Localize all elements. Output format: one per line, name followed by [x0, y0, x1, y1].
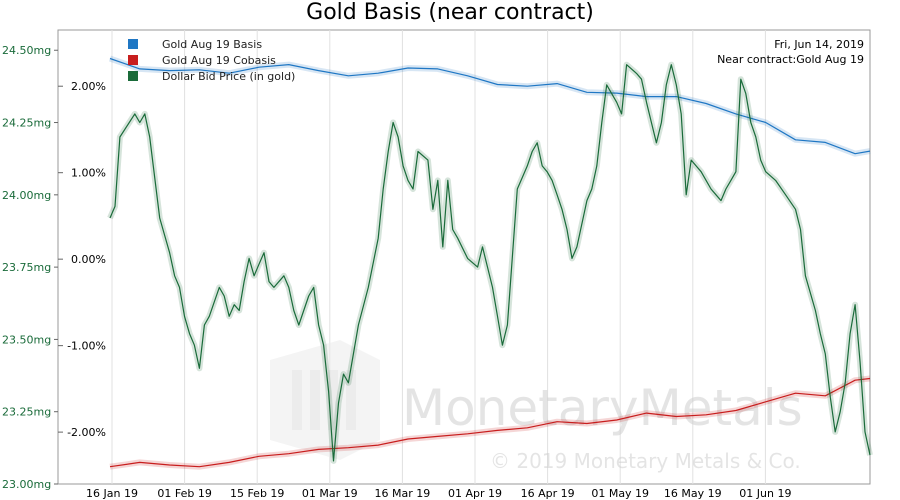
legend-swatch-basis	[128, 39, 138, 49]
x-tick-label: 16 Mar 19	[375, 487, 431, 500]
left-tick-label: 23.50mg	[2, 333, 51, 346]
legend-label-dollar: Dollar Bid Price (in gold)	[162, 70, 295, 83]
x-tick-label: 16 Apr 19	[521, 487, 575, 500]
right-tick-label: -1.00%	[67, 340, 106, 353]
watermark-copyright: © 2019 Monetary Metals & Co.	[490, 449, 801, 473]
legend-swatch-dollar	[128, 71, 138, 81]
left-tick-label: 24.25mg	[2, 117, 51, 130]
left-tick-label: 23.75mg	[2, 261, 51, 274]
info-date: Fri, Jun 14, 2019	[774, 38, 864, 51]
x-axis: 16 Jan 19 01 Feb 19 15 Feb 19 01 Mar 19 16 M…	[86, 487, 791, 500]
series-layer	[107, 55, 873, 470]
x-tick-label: 01 Mar 19	[302, 487, 358, 500]
x-gridlines	[111, 30, 766, 484]
legend: Gold Aug 19 Basis Gold Aug 19 Cobasis Do…	[128, 38, 295, 83]
x-tick-label: 01 Apr 19	[448, 487, 502, 500]
info-contract: Near contract:Gold Aug 19	[717, 53, 864, 66]
left-tick-label: 24.50mg	[2, 44, 51, 57]
right-tick-label: 1.00%	[71, 167, 106, 180]
left-tick-label: 24.00mg	[2, 189, 51, 202]
watermark-logo-icon	[270, 340, 380, 460]
watermark-name: MonetaryMetals	[402, 379, 803, 437]
right-tick-label: 2.00%	[71, 80, 106, 93]
right-tick-label: -2.00%	[67, 426, 106, 439]
series-line-gold-aug-19-cobasis	[109, 377, 871, 468]
right-axis: 2.00% 1.00% 0.00% -1.00% -2.00%	[58, 80, 106, 439]
right-tick-label: 0.00%	[71, 253, 106, 266]
x-tick-label: 15 Feb 19	[230, 487, 284, 500]
x-tick-label: 01 May 19	[591, 487, 649, 500]
plot-area	[57, 29, 871, 485]
x-tick-label: 16 Jan 19	[86, 487, 138, 500]
x-tick-label: 01 Jun 19	[739, 487, 791, 500]
x-tick-label: 01 Feb 19	[157, 487, 211, 500]
left-axis: 24.50mg 24.25mg 24.00mg 23.75mg 23.50mg 23.25…	[2, 44, 58, 491]
series-line-gold-aug-19-basis	[109, 57, 871, 155]
chart-title: Gold Basis (near contract)	[306, 0, 594, 25]
legend-swatch-cobasis	[128, 55, 138, 65]
legend-label-basis: Gold Aug 19 Basis	[162, 38, 262, 51]
watermark: MonetaryMetals © 2019 Monetary Metals & …	[270, 340, 803, 473]
series-line-dollar-bid-price-in-gold	[109, 64, 871, 462]
legend-label-cobasis: Gold Aug 19 Cobasis	[162, 54, 276, 67]
left-tick-label: 23.25mg	[2, 406, 51, 419]
x-tick-label: 16 May 19	[664, 487, 722, 500]
left-tick-label: 23.00mg	[2, 478, 51, 491]
